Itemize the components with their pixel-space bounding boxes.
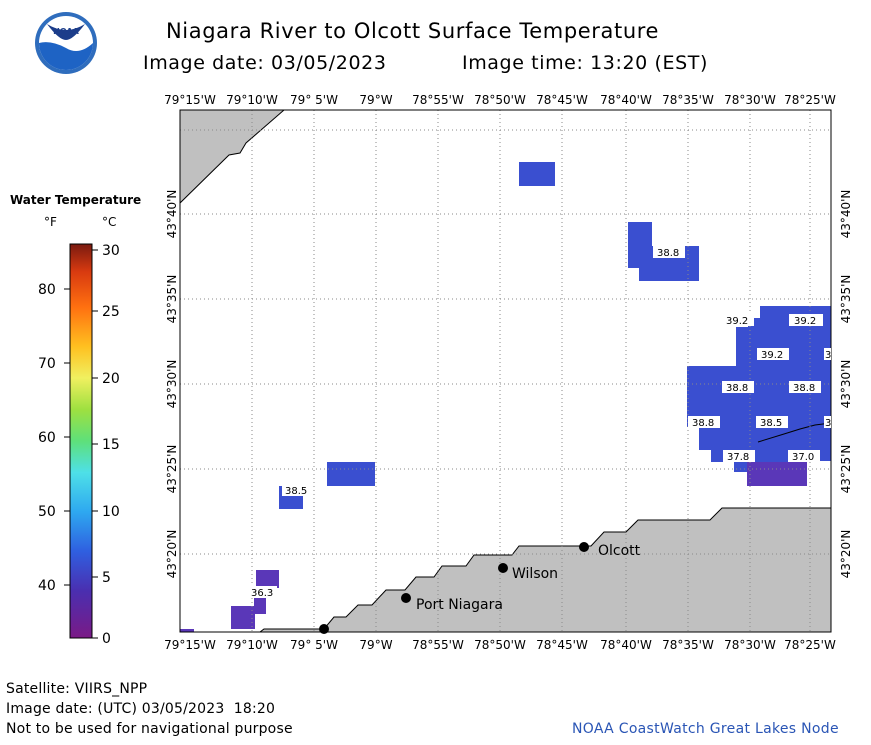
place-marker (401, 593, 411, 603)
temp-pixel (180, 629, 194, 632)
map-grid (180, 110, 831, 632)
temp-label: 38.8 (657, 248, 679, 259)
temp-pixel (231, 606, 255, 629)
lon-label: 79° 5'W (290, 638, 338, 652)
lon-label: 79°15'W (164, 638, 216, 652)
temp-label: 38.5 (285, 486, 307, 497)
lat-label: 43°20'N (165, 530, 179, 579)
image-date: Image date: 03/05/2023 (143, 52, 387, 74)
lon-label: 78°35'W (662, 93, 714, 107)
legend-c-tick: 20 (102, 371, 120, 387)
place-marker (498, 563, 508, 573)
legend-f-tick: 70 (38, 356, 56, 372)
temp-label: 36.3 (251, 588, 273, 599)
lon-label: 78°55'W (412, 638, 464, 652)
lat-label: 43°35'N (839, 275, 853, 324)
place-label-wilson: Wilson (512, 566, 558, 582)
lon-label: 78°50'W (474, 93, 526, 107)
legend-f-tick: 60 (38, 430, 56, 446)
noaa-logo: NOAA (35, 12, 97, 74)
legend-unit-c: °C (102, 215, 117, 229)
place-marker (319, 624, 329, 634)
lat-label: 43°35'N (165, 275, 179, 324)
legend-c-tick: 10 (102, 504, 120, 520)
legend-c-tick: 5 (102, 570, 111, 586)
footer-credit: NOAA CoastWatch Great Lakes Node (572, 721, 839, 737)
lat-label: 43°30'N (839, 360, 853, 409)
temp-label: 38.8 (726, 383, 748, 394)
temp-label: 38.5 (760, 418, 782, 429)
temp-label: 39.2 (726, 316, 748, 327)
lat-label: 43°40'N (839, 190, 853, 239)
lon-label: 78°40'W (600, 93, 652, 107)
temp-label: 37.8 (727, 452, 749, 463)
lon-label: 79° 5'W (290, 93, 338, 107)
legend-c-tick: 0 (102, 631, 111, 647)
lon-label: 78°35'W (662, 638, 714, 652)
lon-label: 78°25'W (784, 93, 836, 107)
temp-label: 37.0 (792, 452, 814, 463)
lon-label: 79°10'W (226, 93, 278, 107)
lon-label: 78°45'W (536, 638, 588, 652)
lon-label: 78°40'W (600, 638, 652, 652)
footer-warning: Not to be used for navigational purpose (6, 721, 293, 737)
legend-colorbar: 80 70 60 50 40 30 25 20 15 10 5 0 (38, 243, 120, 647)
legend-f-tick: 50 (38, 504, 56, 520)
lat-label: 43°25'N (839, 445, 853, 494)
legend-unit-f: °F (44, 215, 57, 229)
place-label-port-niagara: Port Niagara (416, 597, 503, 613)
temp-pixel (256, 570, 279, 588)
temp-pixel (747, 462, 807, 486)
temp-label: 3 (825, 350, 831, 361)
lon-label: 78°50'W (474, 638, 526, 652)
lon-label: 79°W (359, 93, 392, 107)
lat-label: 43°20'N (839, 530, 853, 579)
legend-c-tick: 30 (102, 243, 120, 259)
legend-c-tick: 25 (102, 304, 120, 320)
map-title: Niagara River to Olcott Surface Temperat… (166, 19, 660, 43)
lon-label: 79°W (359, 638, 392, 652)
lat-label: 43°30'N (165, 360, 179, 409)
lon-label: 78°30'W (724, 93, 776, 107)
footer-satellite: Satellite: VIIRS_NPP (6, 681, 148, 697)
lon-label: 78°30'W (724, 638, 776, 652)
legend-f-tick: 40 (38, 578, 56, 594)
temp-label: 39.2 (794, 316, 816, 327)
lon-label: 78°55'W (412, 93, 464, 107)
temp-pixel (327, 462, 375, 486)
lat-label: 43°25'N (165, 445, 179, 494)
legend-c-tick: 15 (102, 437, 120, 453)
temp-label: 38.8 (692, 418, 714, 429)
lon-label: 78°25'W (784, 638, 836, 652)
image-time: Image time: 13:20 (EST) (462, 52, 709, 74)
legend-title: Water Temperature (10, 193, 142, 207)
lon-label: 78°45'W (536, 93, 588, 107)
place-marker (579, 542, 589, 552)
noaa-logo-text: NOAA (53, 27, 79, 36)
footer-utc-date: Image date: (UTC) 03/05/2023 18:20 (6, 701, 276, 717)
temp-pixel (279, 496, 303, 509)
temp-label: 39.2 (761, 350, 783, 361)
legend-f-tick: 80 (38, 282, 56, 298)
temp-label: 38.8 (793, 383, 815, 394)
lon-label: 79°10'W (226, 638, 278, 652)
temp-label: 3 (825, 418, 831, 429)
temp-pixel (279, 486, 282, 498)
shoreline (757, 422, 832, 443)
lon-label: 79°15'W (164, 93, 216, 107)
place-label-olcott: Olcott (598, 543, 641, 559)
lat-label: 43°40'N (165, 190, 179, 239)
temp-pixel (519, 162, 555, 186)
